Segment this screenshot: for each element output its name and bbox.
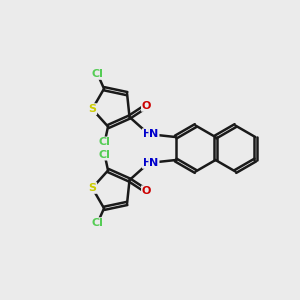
Text: Cl: Cl: [92, 218, 104, 228]
Text: Cl: Cl: [92, 69, 104, 79]
Text: N: N: [149, 158, 159, 168]
Text: Cl: Cl: [99, 137, 111, 147]
Text: S: S: [88, 183, 96, 193]
Text: H: H: [143, 129, 152, 139]
Text: O: O: [142, 101, 151, 111]
Text: S: S: [88, 104, 96, 114]
Text: O: O: [142, 186, 151, 196]
Text: N: N: [149, 129, 159, 139]
Text: H: H: [143, 158, 152, 168]
Text: Cl: Cl: [99, 150, 111, 160]
